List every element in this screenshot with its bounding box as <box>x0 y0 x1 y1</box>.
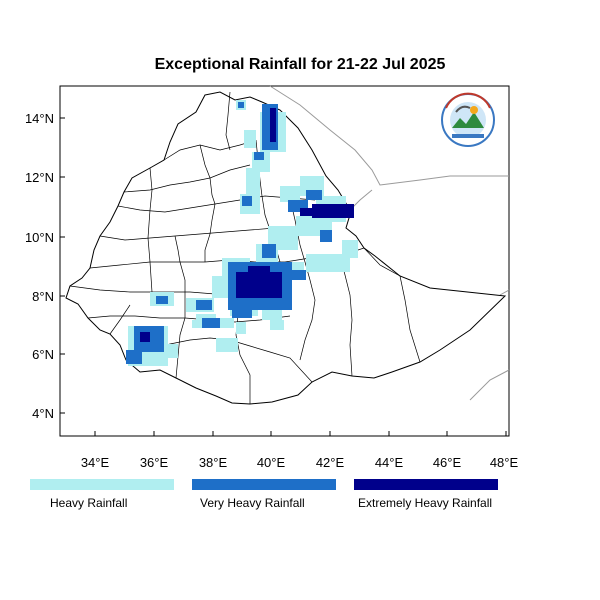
x-tick-label: 40°E <box>257 455 286 470</box>
x-tick-label: 44°E <box>375 455 404 470</box>
plot-frame <box>59 85 510 437</box>
x-tick-label: 48°E <box>490 455 519 470</box>
legend-swatch-very-heavy <box>192 479 336 490</box>
map-title: Exceptional Rainfall for 21-22 Jul 2025 <box>154 56 446 73</box>
y-tick-label: 6°N <box>32 347 54 362</box>
x-tick-label: 36°E <box>140 455 169 470</box>
rainfall-extreme <box>140 108 354 342</box>
institute-logo <box>441 92 495 147</box>
y-tick-label: 10°N <box>25 230 54 245</box>
x-tick-label: 46°E <box>433 455 462 470</box>
y-tick-label: 12°N <box>25 170 54 185</box>
x-tick-label: 38°E <box>199 455 228 470</box>
legend-swatch-heavy <box>30 479 174 490</box>
axis-ticks <box>60 117 507 436</box>
y-tick-label: 4°N <box>32 406 54 421</box>
x-tick-label: 42°E <box>316 455 345 470</box>
legend-label-extreme: Extremely Heavy Rainfall <box>358 496 493 510</box>
legend-label-very-heavy: Very Heavy Rainfall <box>200 496 305 510</box>
x-tick-label: 34°E <box>81 455 110 470</box>
legend-swatch-extreme <box>354 479 498 490</box>
y-tick-label: 8°N <box>32 289 54 304</box>
y-tick-label: 14°N <box>25 111 54 126</box>
legend-label-heavy: Heavy Rainfall <box>50 496 128 510</box>
